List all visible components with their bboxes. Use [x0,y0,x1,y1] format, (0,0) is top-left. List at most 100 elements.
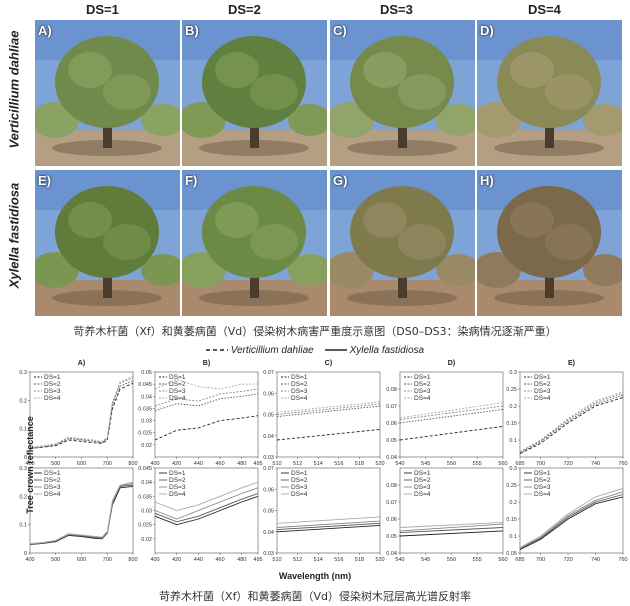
legend-xf: Xylella fastidiosa [349,345,425,356]
column-header-ds2: DS=2 [228,2,261,17]
series-line-ds4 [399,402,504,419]
series-line-ds1 [29,485,134,545]
y-tick-label: 0.25 [506,387,517,393]
plot-frame [399,467,504,554]
x-tick-label: 800 [128,461,137,467]
x-tick-label: 514 [314,557,323,563]
y-tick-label: 0.08 [386,483,397,489]
series-line-ds1 [399,530,504,537]
legend-entry: DS=1 [414,374,431,381]
legend-entry: DS=3 [44,388,61,395]
panel-title: D) [448,360,455,367]
y-tick-label: 0.06 [263,487,274,493]
y-tick-label: 0.3 [509,466,517,472]
series-line-ds1 [519,397,624,455]
panel-title: C) [325,360,332,367]
legend-entry: DS=3 [291,484,308,491]
series-line-ds3 [29,377,134,449]
plot-frame [276,467,381,554]
legend-entry: DS=2 [534,381,551,388]
series-line-ds3 [154,388,259,407]
legend-entry: DS=3 [44,484,61,491]
column-header-ds4: DS=4 [528,2,561,17]
y-tick-label: 0.035 [138,494,152,500]
legend-entry: DS=4 [414,395,431,402]
x-tick-label: 540 [395,557,404,563]
tree-photo-d: D) [477,20,622,166]
series-line-ds4 [276,516,381,524]
x-tick-label: 760 [618,461,627,467]
series-line-ds2 [399,408,504,424]
panel-title: B) [203,360,210,367]
y-tick-label: 0.15 [506,421,517,427]
x-tick-label: 516 [334,557,343,563]
legend-entry: DS=4 [291,491,308,498]
y-tick-label: 0.025 [138,431,152,437]
y-tick-label: 0.03 [141,419,152,425]
series-line-ds2 [276,522,381,531]
y-tick-label: 0.06 [263,391,274,397]
legend-entry: DS=1 [414,470,431,477]
x-tick-label: 760 [618,557,627,563]
x-tick-label: 420 [172,461,181,467]
chart-legend: Verticillium dahliae Xylella fastidiosa [0,345,630,356]
series-line-ds4 [29,375,134,448]
legend-entry: DS=1 [534,470,551,477]
y-tick-label: 0.2 [509,500,517,506]
y-tick-label: 0.1 [509,534,517,540]
x-tick-label: 480 [237,461,246,467]
plot-frame [399,371,504,458]
x-tick-label: 495 [253,557,262,563]
series-line-ds1 [154,415,259,441]
x-tick-label: 600 [77,461,86,467]
x-tick-label: 518 [355,557,364,563]
photo-label: D) [480,23,494,38]
photo-label: F) [185,173,198,188]
series-line-ds1 [154,495,259,526]
legend-entry: DS=2 [169,381,186,388]
x-tick-label: 495 [253,461,262,467]
x-tick-label: 500 [51,557,60,563]
plot-frame [519,371,624,458]
y-tick-label: 0.05 [263,509,274,515]
plot-frame [519,467,624,554]
x-tick-label: 480 [237,557,246,563]
y-tick-label: 0.045 [138,466,152,472]
y-tick-label: 0.06 [386,517,397,523]
photo-label: G) [333,173,348,188]
legend-entry: DS=3 [414,388,431,395]
figure-caption-bottom: 苛养木杆菌（Xf）和黄萎病菌（Vd）侵染树木冠层高光谱反射率 [159,590,471,603]
series-line-ds2 [154,393,259,412]
x-tick-label: 516 [334,461,343,467]
legend-entry: DS=1 [169,470,186,477]
legend-entry: DS=4 [44,491,61,498]
legend-entry: DS=3 [534,484,551,491]
legend-entry: DS=2 [291,477,308,484]
legend-vd: Verticillium dahliae [230,345,314,356]
series-line-ds4 [519,487,624,548]
series-line-ds2 [519,394,624,454]
x-tick-label: 555 [473,557,482,563]
y-tick-label: 0.07 [386,500,397,506]
tree-photo-b: B) [182,20,327,166]
figure-caption-top: 苛养木杆菌（Xf）和黄萎病菌（Vd）侵染树木病害严重度示意图（DS0–DS3：染… [73,325,557,338]
legend-entry: DS=4 [44,395,61,402]
series-line-ds2 [276,405,381,418]
y-tick-label: 0.04 [141,480,152,486]
photo-label: B) [185,23,199,38]
x-tick-label: 540 [395,461,404,467]
legend-entry: DS=1 [534,374,551,381]
x-axis-label: Wavelength (nm) [278,571,352,581]
y-tick-label: 0.05 [263,413,274,419]
y-tick-label: 0.025 [138,523,152,529]
legend-entry: DS=3 [414,484,431,491]
series-line-ds3 [519,491,624,549]
legend-entry: DS=2 [414,477,431,484]
row-label-verticillium: Verticillium dahliae [6,30,22,149]
series-line-ds3 [276,520,381,528]
tree-photo-g: G) [330,170,475,316]
y-tick-label: 0.1 [509,438,517,444]
legend-entry: DS=1 [44,470,61,477]
series-line-ds1 [276,524,381,533]
legend-entry: DS=4 [414,491,431,498]
